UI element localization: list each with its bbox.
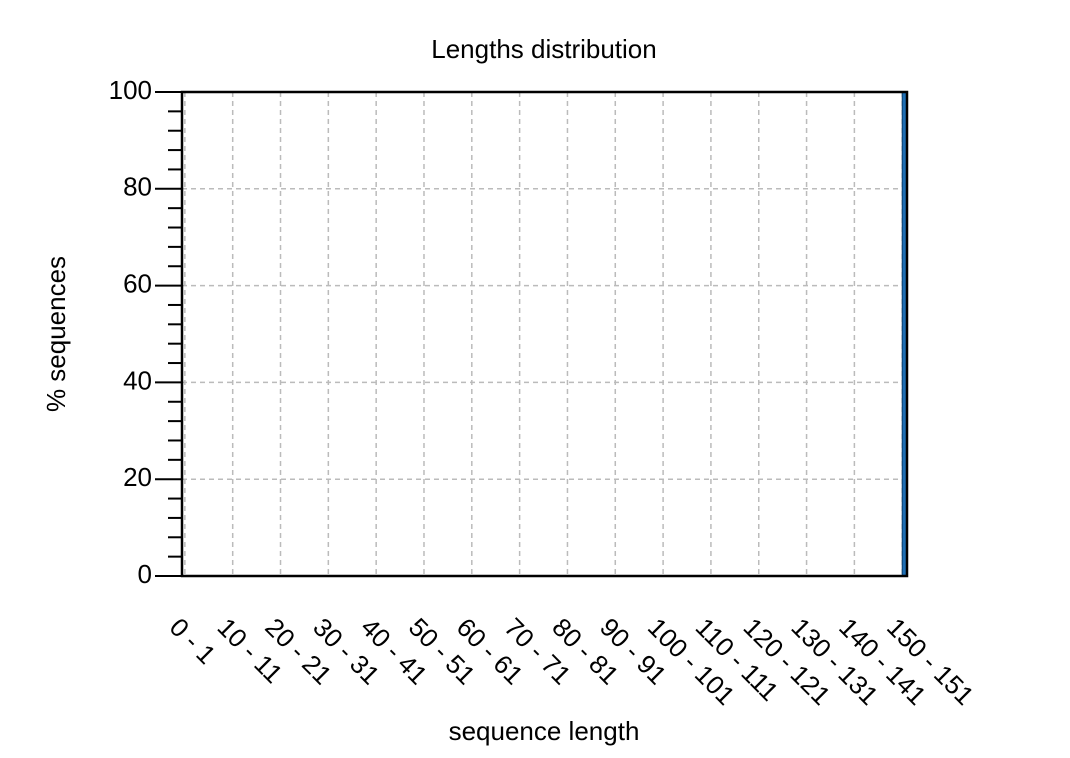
y-tick-label: 40 [123, 365, 152, 395]
x-tick-label: 0 - 1 [164, 612, 222, 670]
y-tick-label: 60 [123, 268, 152, 298]
plot-frame [180, 90, 909, 578]
y-tick-label: 0 [138, 559, 152, 589]
y-tick-label: 20 [123, 462, 152, 492]
y-axis-label: % sequences [41, 256, 71, 412]
y-tick-label: 100 [109, 75, 152, 105]
y-tick-label: 80 [123, 172, 152, 202]
x-axis-label: sequence length [449, 716, 640, 746]
chart-title: Lengths distribution [431, 34, 656, 64]
